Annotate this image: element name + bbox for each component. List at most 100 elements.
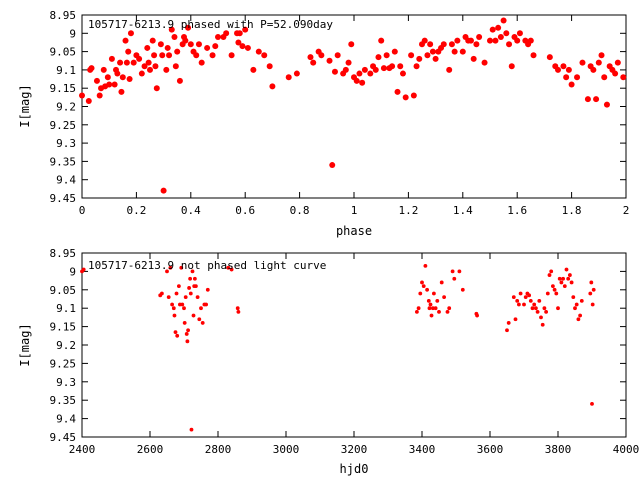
unphased-data-point [182,321,187,325]
unphased-data-point [185,339,190,344]
phased-data-point [334,52,341,59]
phased-data-point [331,68,338,75]
phased-x-tick-label: 0.8 [290,204,310,217]
unphased-data-point [445,309,450,314]
unphased-data-point [191,313,196,318]
phased-data-point [397,63,404,70]
unphased-data-point [172,313,177,318]
phased-data-point [147,66,153,73]
phased-data-point [459,48,466,55]
phased-data-point [163,66,170,73]
phased-data-point [454,37,461,44]
unphased-data-point [534,306,538,311]
phased-y-tick-label: 9.3 [56,137,76,150]
phased-data-point [516,30,523,37]
unphased-data-point [559,280,564,285]
phased-data-point [446,66,453,73]
unphased-data-point [579,298,584,303]
unphased-data-point [197,317,202,322]
phased-data-point [79,92,85,99]
unphased-data-point [190,269,195,274]
phased-data-points [79,17,627,194]
phased-data-point [182,37,189,44]
phased-data-point [560,63,567,70]
unphased-y-tick-label: 9 [69,265,76,278]
phased-data-point [380,65,387,72]
phased-data-point [497,33,504,40]
phased-data-point [244,44,251,51]
unphased-data-point [549,269,554,274]
phased-data-point [114,70,121,77]
unphased-data-point [447,306,452,311]
phased-data-point [375,54,382,61]
phased-data-point [345,59,352,66]
phased-data-point [394,88,401,95]
phased-data-point [389,63,396,70]
unphased-data-point [552,287,557,292]
phased-data-point [440,41,447,48]
phased-data-point [145,59,152,66]
unphased-data-point [170,302,175,307]
phased-data-point [176,77,183,84]
unphased-data-point [229,267,234,272]
unphased-data-point [556,306,560,311]
unphased-data-point [173,330,178,335]
phased-data-point [152,63,159,70]
phased-data-point [448,41,455,48]
unphased-data-point [193,284,198,289]
phased-data-point [215,33,221,40]
phased-data-point [269,83,276,90]
unphased-data-point [588,291,593,296]
phased-data-point [614,59,621,66]
phased-data-point [359,79,366,86]
unphased-x-tick-label: 3200 [341,443,368,456]
phased-data-point [261,52,268,59]
unphased-data-point [528,298,533,303]
unphased-data-point [573,306,577,311]
unphased-data-point [450,269,455,274]
phased-data-point [93,77,100,84]
phased-data-point [195,41,202,48]
unphased-data-point [433,306,438,311]
phased-data-point [584,96,591,103]
unphased-data-point [515,298,520,303]
phased-x-tick-label: 0.6 [235,204,255,217]
phased-data-point [193,52,200,59]
phased-data-point [495,24,502,31]
unphased-data-point [435,298,440,303]
unphased-data-point [561,276,566,281]
phased-data-point [378,37,385,44]
phased-data-point [187,41,194,48]
unphased-x-tick-label: 2400 [69,443,96,456]
phased-data-point [239,43,246,50]
unphased-data-point [505,328,509,333]
unphased-data-point [431,291,436,296]
unphased-x-tick-label: 3400 [409,443,436,456]
phased-data-point [451,48,458,55]
unphased-data-point [427,306,432,311]
phased-data-point [100,66,107,73]
phased-data-point [123,59,130,66]
phased-data-point [424,52,431,59]
phased-data-point [353,77,360,84]
unphased-data-point [204,302,209,307]
unphased-data-point [545,291,550,296]
phased-data-point [212,43,219,50]
phased-x-tick-label: 1.4 [453,204,473,217]
phased-data-point [329,162,336,169]
unphased-x-tick-label: 3000 [273,443,300,456]
unphased-data-point [226,265,231,270]
unphased-data-point [544,309,549,314]
unphased-data-point [517,302,521,307]
unphased-data-point [184,332,189,336]
phased-data-point [579,59,586,66]
phased-x-axis-label: phase [336,224,372,238]
phased-data-point [372,66,379,73]
unphased-data-point [236,309,241,314]
phased-data-point [603,101,610,108]
phased-data-point [342,66,349,73]
phased-data-point [506,41,513,48]
phased-data-point [508,63,515,70]
unphased-data-point [171,306,176,311]
unphased-y-tick-label: 9.45 [50,431,77,444]
